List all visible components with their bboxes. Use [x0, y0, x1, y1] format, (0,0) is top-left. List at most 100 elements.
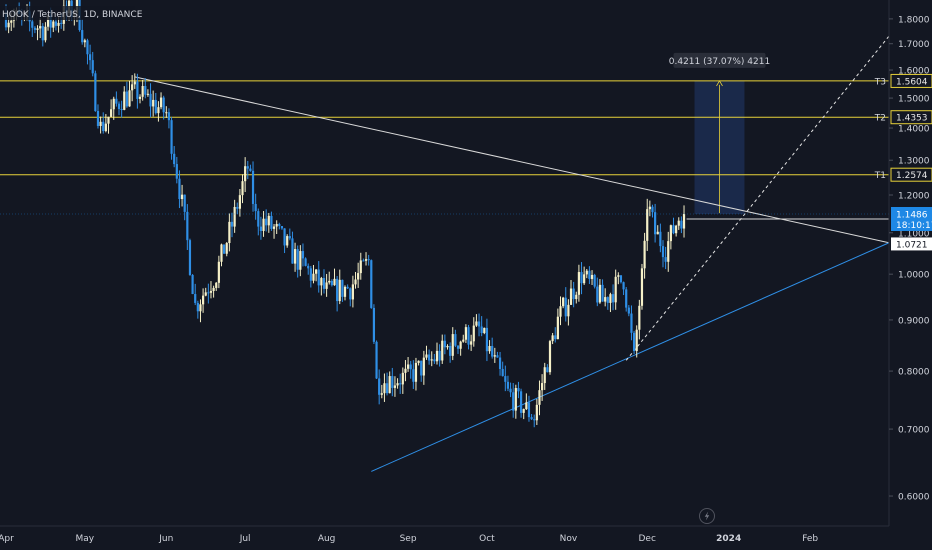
candle	[112, 96, 115, 120]
candle-body	[259, 226, 263, 231]
candle	[672, 217, 675, 235]
x-tick-label: Dec	[639, 534, 656, 544]
candle-body	[212, 287, 215, 291]
target-price-t3: 1.5604	[896, 77, 928, 87]
candle-body	[309, 268, 312, 281]
candle-body	[638, 305, 641, 330]
candle	[251, 161, 255, 212]
candle-body	[501, 368, 504, 377]
candle-body	[583, 274, 586, 284]
candle-body	[233, 206, 236, 227]
candle	[220, 243, 223, 267]
candle-body	[604, 297, 607, 302]
candle	[233, 199, 236, 233]
candle	[36, 25, 39, 41]
candle-body	[406, 364, 410, 369]
candle	[364, 252, 368, 266]
candle-body	[230, 221, 234, 227]
candle-body	[588, 270, 591, 279]
candle-body	[349, 288, 352, 300]
candle-body	[320, 278, 323, 286]
candle-body	[223, 244, 226, 254]
candle-body	[556, 316, 559, 340]
candle-body	[267, 215, 270, 226]
candle-body	[317, 269, 320, 286]
candle	[514, 384, 517, 419]
candle	[393, 376, 397, 397]
candle	[611, 284, 615, 311]
candle	[438, 344, 441, 367]
candle	[388, 371, 391, 394]
candle	[651, 204, 654, 218]
candle-body	[462, 339, 465, 342]
current-price-tag	[891, 207, 932, 232]
candle	[91, 51, 94, 77]
candle-body	[383, 383, 386, 394]
candle-body	[635, 329, 638, 352]
candle-body	[611, 294, 615, 303]
candle-body	[512, 392, 515, 411]
candle	[265, 209, 268, 232]
candle-body	[291, 238, 294, 264]
candle-body	[280, 226, 284, 229]
candle-body	[362, 260, 365, 262]
candle	[199, 299, 202, 323]
candle	[41, 23, 44, 47]
candle	[138, 94, 142, 104]
candle-body	[52, 21, 55, 28]
candle-body	[307, 265, 310, 269]
candle	[333, 268, 336, 286]
candle-body	[475, 321, 478, 326]
candle	[328, 271, 331, 285]
candle-body	[312, 273, 315, 281]
candle-body	[493, 355, 496, 357]
candle-body	[664, 257, 667, 262]
candle	[632, 330, 636, 355]
candle	[659, 223, 662, 253]
candle-body	[412, 369, 415, 382]
candle	[246, 160, 249, 180]
candle	[669, 224, 672, 250]
candle	[349, 287, 352, 307]
x-tick-label: May	[76, 534, 95, 544]
candle	[94, 70, 97, 112]
candle	[378, 369, 381, 405]
candle	[238, 189, 241, 217]
candle-body	[257, 211, 260, 227]
candle	[299, 245, 302, 277]
candle-body	[491, 345, 494, 357]
candle	[538, 380, 541, 416]
x-tick-label: Feb	[802, 534, 818, 544]
candle-body	[178, 178, 181, 200]
candle-body	[435, 350, 439, 362]
candle-body	[485, 327, 489, 352]
candle-body	[115, 98, 118, 104]
candle	[154, 92, 157, 115]
lightning-icon[interactable]	[699, 508, 715, 524]
candle-body	[188, 240, 192, 275]
candle-body	[275, 223, 278, 227]
candle	[372, 304, 376, 344]
candle	[275, 220, 278, 235]
candle	[543, 362, 546, 390]
y-tick-label: 0.7000	[898, 426, 930, 436]
candle-body	[341, 279, 344, 297]
candle	[244, 157, 247, 193]
candle	[462, 334, 465, 343]
candle	[125, 81, 128, 108]
y-tick-label: 1.5000	[898, 95, 930, 105]
candle-body	[31, 21, 34, 28]
candle-body	[157, 107, 160, 114]
candle-body	[562, 297, 565, 307]
candle-body	[380, 393, 383, 395]
candle	[217, 255, 220, 289]
candle-body	[541, 383, 544, 391]
candle	[446, 344, 449, 350]
candle	[533, 414, 536, 428]
candle-body	[304, 258, 307, 266]
candle-body	[575, 294, 578, 300]
candle	[144, 78, 147, 99]
candle	[131, 75, 134, 102]
candle	[262, 211, 265, 237]
